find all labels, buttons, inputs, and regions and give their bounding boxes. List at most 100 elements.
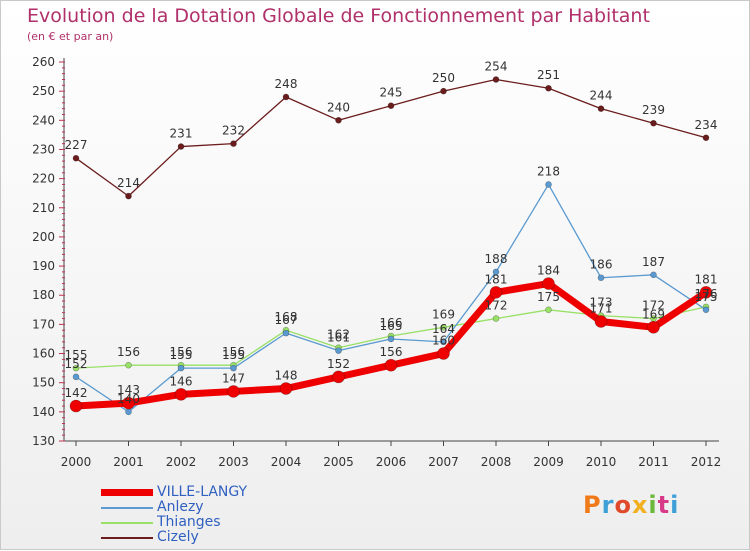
data-point-cizely <box>702 134 710 142</box>
axes: 1301401501601701801902002102202302402502… <box>32 55 721 469</box>
data-point-anlezy <box>230 364 237 372</box>
data-label-cizely: 251 <box>537 68 560 82</box>
data-label-ville-langy: 181 <box>695 272 718 286</box>
data-label-thianges: 172 <box>485 299 508 313</box>
chart-title: Evolution de la Dotation Globale de Fonc… <box>27 5 650 27</box>
data-point-thianges <box>125 361 132 369</box>
data-label-cizely: 250 <box>432 71 455 85</box>
logo-letter: i <box>648 491 658 519</box>
x-tick-label: 2004 <box>271 455 302 469</box>
data-label-anlezy: 187 <box>642 255 665 269</box>
data-label-cizely: 234 <box>695 118 718 132</box>
legend-item-cizely: Cizely <box>101 530 361 545</box>
data-label-cizely: 245 <box>380 86 403 100</box>
y-tick-label: 200 <box>32 230 55 244</box>
data-label-anlezy: 165 <box>380 319 403 333</box>
data-point-anlezy <box>177 364 185 372</box>
y-tick-label: 250 <box>32 84 55 98</box>
data-label-thianges: 156 <box>222 345 245 359</box>
legend-swatch <box>101 537 153 539</box>
data-label-thianges: 168 <box>275 310 298 324</box>
data-label-cizely: 227 <box>65 138 88 152</box>
data-label-anlezy: 152 <box>65 357 88 371</box>
data-point-anlezy <box>125 408 132 416</box>
legend-item-anlezy: Anlezy <box>101 500 361 515</box>
proxiti-logo: Proxiti <box>583 491 679 519</box>
x-tick-label: 2012 <box>691 455 722 469</box>
data-point-anlezy <box>702 306 710 314</box>
x-tick-label: 2007 <box>428 455 459 469</box>
data-label-cizely: 244 <box>590 89 613 103</box>
legend-label: VILLE-LANGY <box>157 484 248 500</box>
data-label-thianges: 156 <box>170 345 193 359</box>
data-point-cizely <box>387 102 395 110</box>
data-label-anlezy: 167 <box>275 313 298 327</box>
legend-swatch <box>101 489 153 496</box>
data-point-thianges <box>440 323 447 331</box>
data-point-ville-langy <box>594 315 608 328</box>
legend-swatch <box>101 507 153 509</box>
data-label-thianges: 169 <box>432 307 455 321</box>
x-tick-label: 2001 <box>113 455 144 469</box>
x-tick-label: 2005 <box>323 455 354 469</box>
data-point-anlezy <box>545 181 552 188</box>
data-point-thianges <box>72 364 80 372</box>
data-labels-layer: 227 214 231 232 248 240 245 250 254 251 244 239 234 1… <box>65 59 718 405</box>
y-tick-label: 160 <box>32 347 55 361</box>
y-tick-label: 130 <box>32 434 55 448</box>
data-label-ville-langy: 181 <box>485 272 508 286</box>
data-label-ville-langy: 184 <box>537 264 560 278</box>
data-point-anlezy <box>650 271 657 279</box>
x-tick-label: 2003 <box>218 455 249 469</box>
data-label-cizely: 254 <box>485 59 508 73</box>
data-label-cizely: 239 <box>642 103 665 117</box>
y-tick-label: 260 <box>32 55 55 69</box>
data-point-anlezy <box>72 373 80 381</box>
data-label-anlezy: 155 <box>170 348 193 362</box>
legend-label: Thianges <box>157 514 221 530</box>
x-tick-label: 2002 <box>166 455 197 469</box>
y-tick-label: 190 <box>32 259 55 273</box>
y-tick-label: 220 <box>32 172 55 186</box>
data-point-cizely <box>650 119 657 127</box>
y-tick-label: 230 <box>32 142 55 156</box>
x-tick-label: 2000 <box>61 455 92 469</box>
data-point-anlezy <box>597 274 605 282</box>
legend-item-thianges: Thianges <box>101 515 361 530</box>
data-point-cizely <box>597 105 605 112</box>
x-tick-label: 2009 <box>533 455 564 469</box>
data-point-ville-langy <box>384 358 398 372</box>
data-label-cizely: 240 <box>327 100 350 114</box>
data-label-anlezy: 164 <box>432 322 455 336</box>
legend-label: Cizely <box>157 529 199 545</box>
y-tick-label: 180 <box>32 288 55 302</box>
data-point-anlezy <box>440 338 447 346</box>
y-tick-label: 140 <box>32 405 55 419</box>
data-label-ville-langy: 146 <box>170 374 193 388</box>
legend-label: Anlezy <box>157 499 204 515</box>
legend: VILLE-LANGY Anlezy Thianges Cizely <box>101 485 361 545</box>
data-label-cizely: 232 <box>222 124 245 138</box>
logo-letter: i <box>670 491 680 519</box>
data-label-anlezy: 155 <box>222 348 245 362</box>
data-point-ville-langy <box>174 388 188 401</box>
data-label-ville-langy: 152 <box>327 357 350 371</box>
data-point-ville-langy <box>542 277 555 290</box>
data-label-anlezy: 175 <box>695 290 718 304</box>
data-label-ville-langy: 147 <box>222 371 245 385</box>
data-label-ville-langy: 142 <box>65 386 88 400</box>
data-label-anlezy: 140 <box>117 392 140 406</box>
data-label-cizely: 214 <box>117 176 140 190</box>
x-tick-label: 2006 <box>376 455 407 469</box>
data-label-ville-langy: 160 <box>432 334 455 348</box>
data-label-cizely: 231 <box>170 127 193 141</box>
logo-letter: x <box>631 491 649 519</box>
data-label-thianges: 166 <box>380 316 403 330</box>
data-point-thianges <box>545 306 552 314</box>
series-layer <box>69 76 713 416</box>
data-label-anlezy: 161 <box>327 331 350 345</box>
data-point-cizely <box>125 192 132 200</box>
data-label-ville-langy: 169 <box>642 307 665 321</box>
